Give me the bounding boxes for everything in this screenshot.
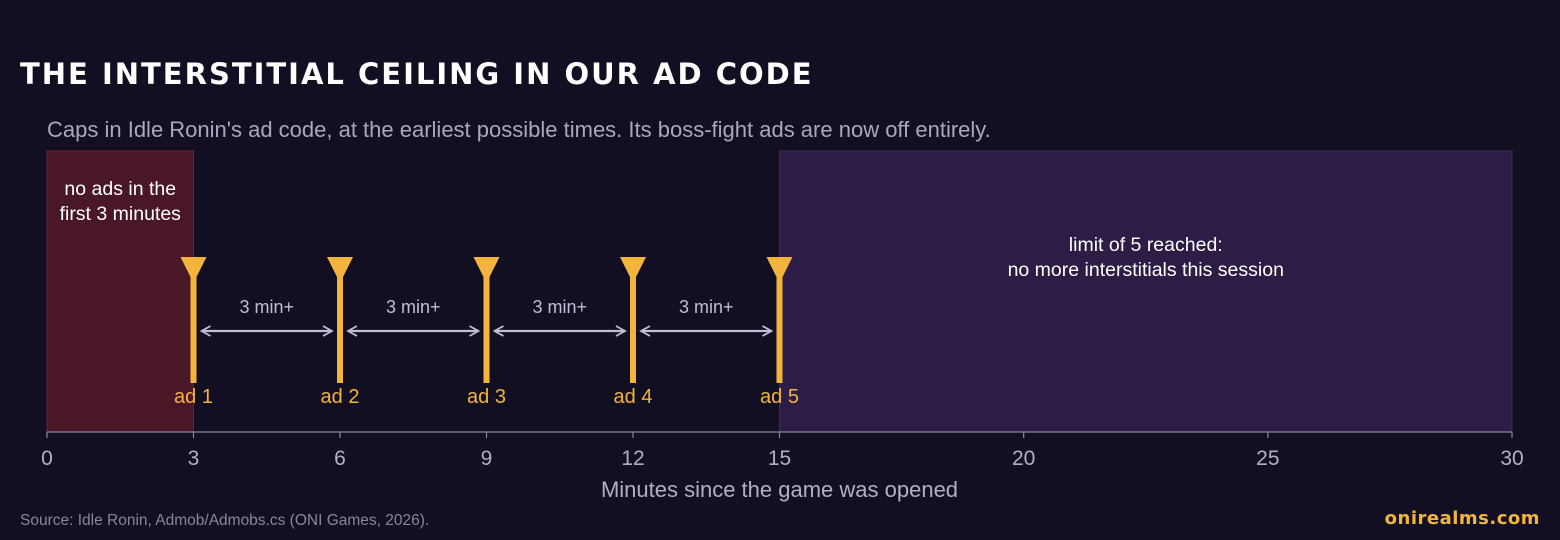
x-tick-label: 20 bbox=[1012, 447, 1035, 470]
chart-title: THE INTERSTITIAL CEILING IN OUR AD CODE bbox=[20, 57, 814, 91]
x-tick-label: 0 bbox=[41, 447, 53, 470]
ad-marker-head bbox=[473, 257, 500, 283]
limit-region-label: limit of 5 reached: bbox=[1069, 234, 1223, 256]
x-tick-label: 3 bbox=[188, 447, 200, 470]
ad-marker-head bbox=[327, 257, 353, 283]
source-note: Source: Idle Ronin, Admob/Admobs.cs (ONI… bbox=[20, 512, 430, 529]
ad-marker-head bbox=[766, 257, 793, 283]
limit-reached-region bbox=[779, 150, 1513, 433]
no-ads-region-label: first 3 minutes bbox=[60, 203, 182, 225]
ad-marker-label: ad 3 bbox=[467, 386, 506, 408]
limit-region-label: no more interstitials this session bbox=[1008, 259, 1284, 281]
x-tick-label: 9 bbox=[481, 447, 493, 470]
no-ads-region-label: no ads in the bbox=[64, 178, 176, 200]
x-tick-label: 12 bbox=[621, 447, 644, 470]
gap-label: 3 min+ bbox=[532, 297, 587, 317]
x-tick-label: 25 bbox=[1256, 447, 1279, 470]
x-tick-label: 30 bbox=[1500, 447, 1523, 470]
brand-link[interactable]: onirealms.com bbox=[1384, 508, 1540, 529]
x-tick-label: 6 bbox=[334, 447, 346, 470]
ad-marker-label: ad 1 bbox=[174, 386, 213, 408]
gap-label: 3 min+ bbox=[679, 297, 734, 317]
ad-marker-label: ad 4 bbox=[614, 386, 653, 408]
chart-subtitle: Caps in Idle Ronin's ad code, at the ear… bbox=[47, 117, 991, 142]
ad-marker-head bbox=[180, 257, 207, 283]
x-tick-label: 15 bbox=[768, 447, 791, 470]
no-ads-region bbox=[46, 150, 194, 433]
gap-label: 3 min+ bbox=[239, 297, 294, 317]
ad-marker-label: ad 5 bbox=[760, 386, 799, 408]
ad-marker-head bbox=[620, 257, 646, 283]
gap-label: 3 min+ bbox=[386, 297, 441, 317]
ad-marker-label: ad 2 bbox=[321, 386, 360, 408]
x-axis-label: Minutes since the game was opened bbox=[601, 477, 958, 502]
